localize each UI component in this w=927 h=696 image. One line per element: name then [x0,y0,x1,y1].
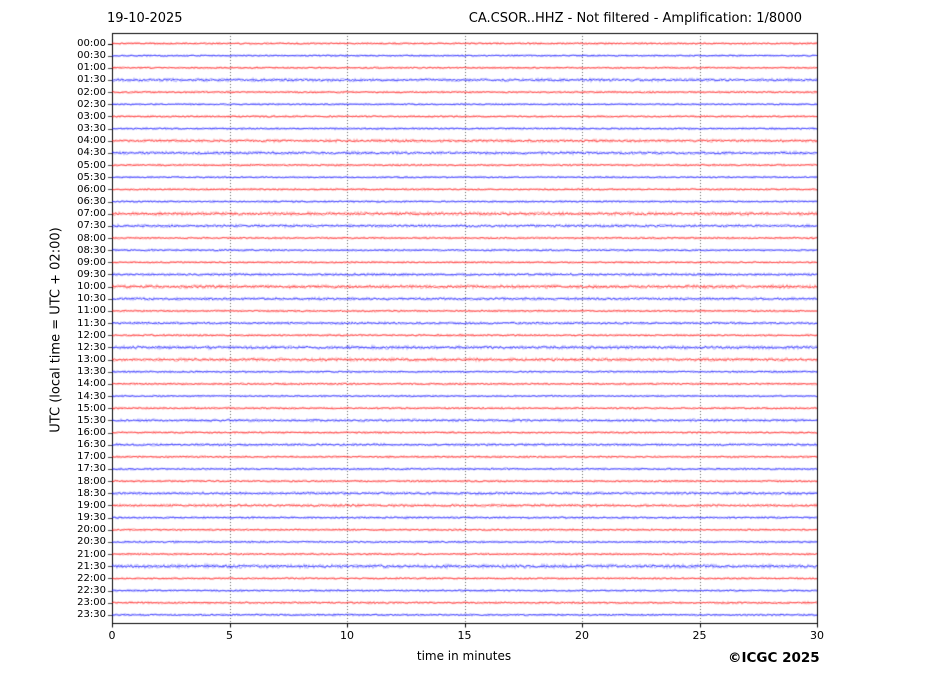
y-tick-label: 19:30 [77,512,106,524]
y-tick-label: 05:00 [77,159,106,171]
x-tick-label: 20 [575,629,589,642]
y-tick-label: 01:00 [77,62,106,74]
y-tick-label: 20:30 [77,536,106,548]
y-tick-label: 12:00 [77,329,106,341]
y-tick-label: 15:00 [77,402,106,414]
y-tick-label: 18:30 [77,487,106,499]
x-tick-label: 25 [692,629,707,642]
y-tick-label: 11:00 [77,305,106,317]
y-tick-label: 21:30 [77,560,106,572]
x-tick-label: 30 [810,629,824,642]
y-tick-label: 22:00 [77,572,106,584]
y-tick-label: 02:00 [77,86,106,98]
y-tick-label: 09:00 [77,256,106,268]
copyright-text: ©ICGC 2025 [728,650,820,666]
y-tick-label: 14:30 [77,390,106,402]
y-tick-label: 07:00 [77,208,106,220]
y-tick-label: 15:30 [77,414,106,426]
y-tick-label: 06:00 [77,183,106,195]
y-tick-label: 23:00 [77,597,106,609]
y-tick-label: 16:30 [77,439,106,451]
y-tick-label: 19:00 [77,499,106,511]
x-tick-label: 15 [457,629,472,642]
x-tick-label: 0 [108,629,116,642]
y-tick-label: 21:00 [77,548,106,560]
y-tick-label: 17:30 [77,463,106,475]
y-tick-label: 13:00 [77,354,106,366]
y-tick-label: 10:30 [77,293,106,305]
y-tick-label: 10:00 [77,281,106,293]
y-tick-label: 12:30 [77,341,106,353]
y-tick-label: 08:00 [77,232,106,244]
y-tick-label: 06:30 [77,196,106,208]
y-tick-label: 17:00 [77,451,106,463]
x-axis-label: time in minutes [416,649,512,663]
y-tick-label: 20:00 [77,524,106,536]
y-tick-label: 04:30 [77,147,106,159]
y-tick-label: 11:30 [77,317,106,329]
y-tick-label: 18:00 [77,475,106,487]
y-tick-label: 09:30 [77,268,106,280]
y-tick-label: 04:00 [77,135,106,147]
y-tick-label: 16:00 [77,427,106,439]
y-tick-label: 00:30 [77,50,106,62]
y-tick-label: 05:30 [77,171,106,183]
y-tick-label: 08:30 [77,244,106,256]
y-tick-label: 00:00 [77,38,106,49]
y-tick-label: 07:30 [77,220,106,232]
y-tick-label: 13:30 [77,366,106,378]
x-tick-label: 5 [226,629,233,642]
y-tick-label: 22:30 [77,585,106,597]
y-tick-label: 03:30 [77,123,106,135]
x-tick-label: 10 [340,629,354,642]
y-tick-label: 14:00 [77,378,106,390]
y-tick-label: 23:30 [77,609,106,621]
y-tick-label: 03:00 [77,110,106,122]
y-tick-label: 02:30 [77,98,106,110]
y-tick-label: 01:30 [77,74,106,86]
